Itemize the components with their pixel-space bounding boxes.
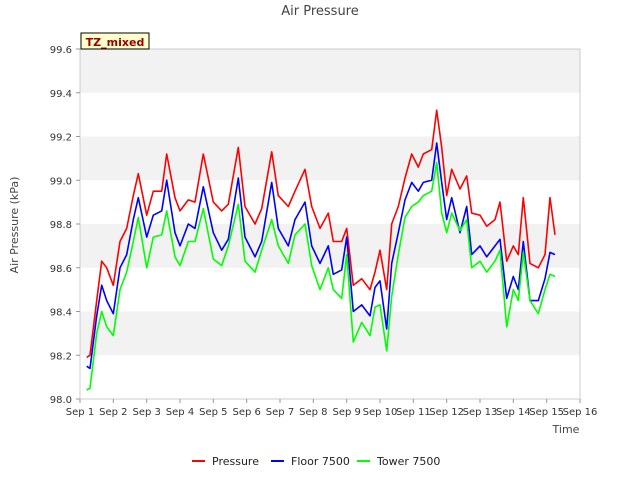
y-tick-label: 99.4	[50, 89, 72, 100]
grid-band	[80, 136, 580, 181]
x-axis-label: Time	[552, 423, 580, 436]
x-tick-label: Sep 11	[396, 407, 431, 418]
chart-title: Air Pressure	[281, 4, 359, 19]
legend-label-tower-7500: Tower 7500	[376, 455, 440, 468]
x-tick-label: Sep 1	[66, 407, 94, 418]
site-tag-box	[80, 32, 150, 50]
y-tick-label: 99.0	[50, 176, 72, 187]
grid-band	[80, 92, 580, 137]
x-tick-label: Sep 4	[166, 407, 194, 418]
y-tick-label: 98.2	[50, 351, 72, 362]
x-tick-label: Sep 13	[463, 407, 498, 418]
y-tick-label: 98.6	[50, 264, 72, 275]
y-tick-label: 99.6	[50, 45, 72, 56]
site-tag-label: TZ_mixed	[86, 36, 145, 49]
series-line-pressure	[86, 109, 556, 359]
y-tick-label: 98.4	[50, 308, 72, 319]
series-line-floor-7500	[86, 142, 556, 370]
y-tick-label: 98.8	[50, 220, 72, 231]
x-tick-label: Sep 15	[529, 407, 564, 418]
x-tick-label: Sep 7	[266, 407, 294, 418]
x-tick-label: Sep 6	[232, 407, 260, 418]
x-tick-label: Sep 10	[363, 407, 398, 418]
x-tick-label: Sep 2	[99, 407, 127, 418]
series-lines	[86, 109, 556, 391]
y-tick-label: 99.2	[50, 133, 72, 144]
x-tick-label: Sep 9	[332, 407, 360, 418]
legend: Pressure Floor 7500 Tower 7500	[192, 455, 440, 468]
grid-band	[80, 224, 580, 268]
x-tick-label: Sep 16	[563, 407, 598, 418]
y-axis-ticks: 98.0 98.2 98.4 98.6 98.8 99.0 99.2 99.4 99.6	[50, 45, 80, 406]
x-tick-label: Sep 3	[132, 407, 160, 418]
grid-band	[80, 49, 580, 93]
x-tick-label: Sep 8	[299, 407, 327, 418]
y-tick-label: 98.0	[50, 395, 72, 406]
grid-band	[80, 180, 580, 224]
x-axis-ticks: Sep 1 Sep 2 Sep 3 Sep 4 Sep 5 Sep 6 Sep 7 Sep 8…	[66, 399, 598, 418]
grid-band	[80, 355, 580, 399]
site-tag: TZ_mixed	[80, 32, 150, 50]
y-axis-label: Air Pressure (kPa)	[8, 177, 21, 274]
x-tick-label: Sep 5	[199, 407, 227, 418]
x-tick-label: Sep 12	[429, 407, 464, 418]
legend-label-floor-7500: Floor 7500	[291, 455, 350, 468]
grid-band	[80, 311, 580, 356]
series-line-tower-7500	[86, 161, 556, 391]
x-tick-label: Sep 14	[496, 407, 531, 418]
legend-label-pressure: Pressure	[212, 455, 259, 468]
